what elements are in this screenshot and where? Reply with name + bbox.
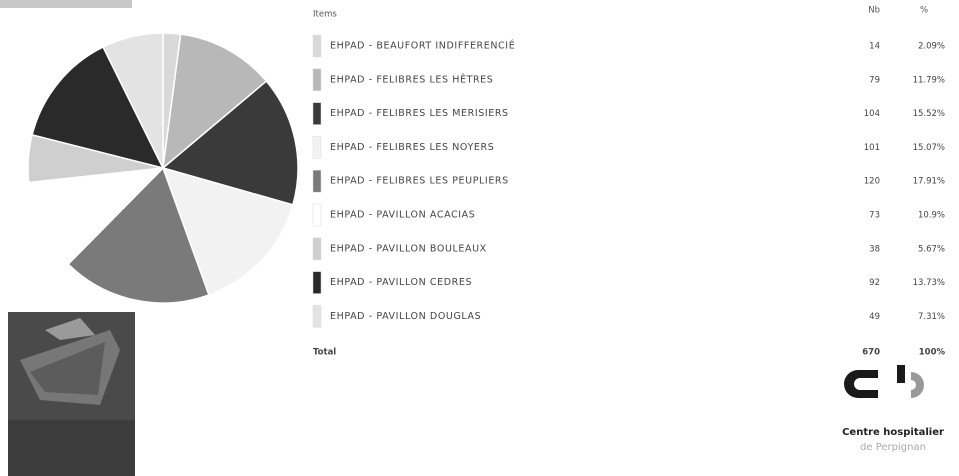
row-pct: 17.91% <box>913 177 945 187</box>
swatch <box>312 102 322 125</box>
row-pct: 15.52% <box>913 109 945 119</box>
row-pct: 13.73% <box>913 278 945 288</box>
logo: Centre hospitalier de Perpignan <box>842 365 944 453</box>
swatch <box>312 34 322 58</box>
row-nb: 38 <box>869 244 880 254</box>
swatch <box>312 305 322 328</box>
row-label: EHPAD - FELIBRES LES HÊTRES <box>330 73 493 85</box>
row-nb: 73 <box>869 211 880 221</box>
pie-slice <box>31 45 165 170</box>
total-pct: 100% <box>919 348 946 358</box>
swatch <box>312 237 322 261</box>
pie-slice <box>102 32 164 169</box>
row-label: EHPAD - PAVILLON BOULEAUX <box>330 243 487 254</box>
row-label: EHPAD - PAVILLON ACACIAS <box>330 210 475 221</box>
row-nb: 14 <box>869 42 880 52</box>
pie-chart <box>27 32 299 304</box>
row-label: EHPAD - PAVILLON CEDRES <box>330 277 472 288</box>
swatch <box>312 136 322 159</box>
header-items: Items <box>313 10 337 20</box>
row-pct: 10.9% <box>918 211 945 221</box>
row-nb: 101 <box>864 143 880 153</box>
total-nb: 670 <box>862 348 880 358</box>
row-label: EHPAD - FELIBRES LES NOYERS <box>330 142 494 153</box>
header-nb: Nb <box>868 6 880 16</box>
swatch <box>312 68 322 92</box>
row-pct: 15.07% <box>913 143 945 153</box>
swatch <box>312 203 322 227</box>
logo-line1: Centre hospitalier <box>842 427 944 438</box>
row-label: EHPAD - FELIBRES LES MERISIERS <box>330 108 509 119</box>
row-pct: 5.67% <box>918 244 945 254</box>
pie-slice <box>161 80 299 206</box>
row-label: EHPAD - BEAUFORT INDIFFERENCIÉ <box>330 40 515 52</box>
top-banner <box>0 0 132 8</box>
row-label: EHPAD - PAVILLON DOUGLAS <box>330 311 481 322</box>
logo-line2: de Perpignan <box>860 442 926 453</box>
row-nb: 104 <box>864 109 880 119</box>
header-pct: % <box>920 6 928 16</box>
swatch <box>312 169 322 193</box>
row-nb: 120 <box>864 177 880 187</box>
pie-slice <box>161 166 294 296</box>
total-label: Total <box>313 348 336 358</box>
row-label: EHPAD - FELIBRES LES PEUPLIERS <box>330 176 509 187</box>
row-nb: 79 <box>869 75 880 85</box>
row-nb: 49 <box>869 312 880 322</box>
row-pct: 11.79% <box>913 75 945 85</box>
row-pct: 7.31% <box>918 312 945 322</box>
pie-slice <box>27 167 166 266</box>
photo <box>8 312 135 476</box>
table: EHPAD - BEAUFORT INDIFFERENCIÉ 14 2.09% EHP… <box>312 34 945 328</box>
row-nb: 92 <box>869 278 880 288</box>
pie-slice <box>67 166 210 304</box>
row-pct: 2.09% <box>918 42 945 52</box>
swatch <box>312 271 322 294</box>
pie-slice <box>162 33 268 170</box>
